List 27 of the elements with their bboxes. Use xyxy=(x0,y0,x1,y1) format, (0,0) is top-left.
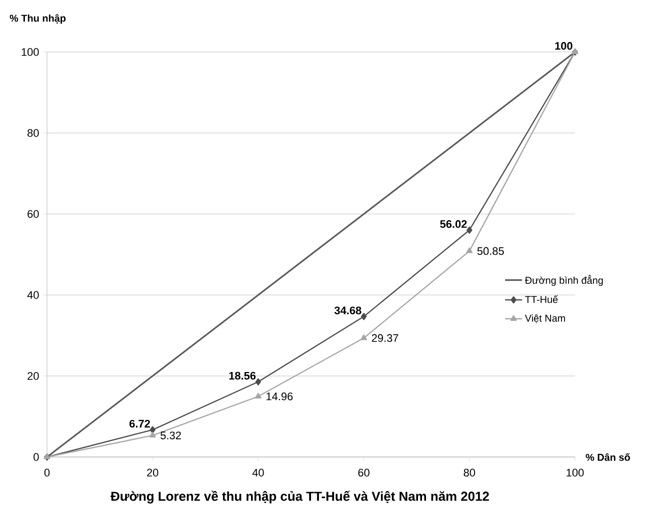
legend-label: Việt Nam xyxy=(524,314,565,324)
y-tick-label: 0 xyxy=(34,453,39,461)
data-label: 100 xyxy=(555,42,572,50)
data-label: 5.32 xyxy=(160,432,181,440)
y-tick-label: 100 xyxy=(22,48,39,56)
x-tick-label: 100 xyxy=(566,468,584,477)
data-label: 18.56 xyxy=(229,372,256,380)
x-tick-label: 80 xyxy=(464,468,476,477)
x-tick-label: 60 xyxy=(358,468,370,477)
y-tick-label: 80 xyxy=(28,129,39,137)
y-tick-label: 60 xyxy=(28,210,39,218)
data-label: 14.96 xyxy=(266,392,293,400)
y-tick-label: 20 xyxy=(28,372,39,380)
y-axis-title: % Thu nhập xyxy=(10,14,66,24)
data-label: 56.02 xyxy=(440,220,467,228)
x-tick-label: 0 xyxy=(44,468,50,477)
x-tick-label: 40 xyxy=(252,468,264,477)
data-label: 34.68 xyxy=(334,306,362,314)
data-label: 6.72 xyxy=(129,420,150,428)
text: Đường Lorenz về thu nhập của TT-Huế và Việt Nam năm 2012 xyxy=(110,490,489,504)
data-label: 50.85 xyxy=(477,247,504,255)
x-axis-title: % Dân số xyxy=(586,453,630,461)
legend-label: Đường bình đẳng xyxy=(524,274,603,286)
data-label: 29.37 xyxy=(372,334,398,342)
y-tick-label: 40 xyxy=(27,291,39,299)
x-tick-label: 20 xyxy=(147,468,158,477)
legend-label: TT-Huế xyxy=(525,295,558,304)
